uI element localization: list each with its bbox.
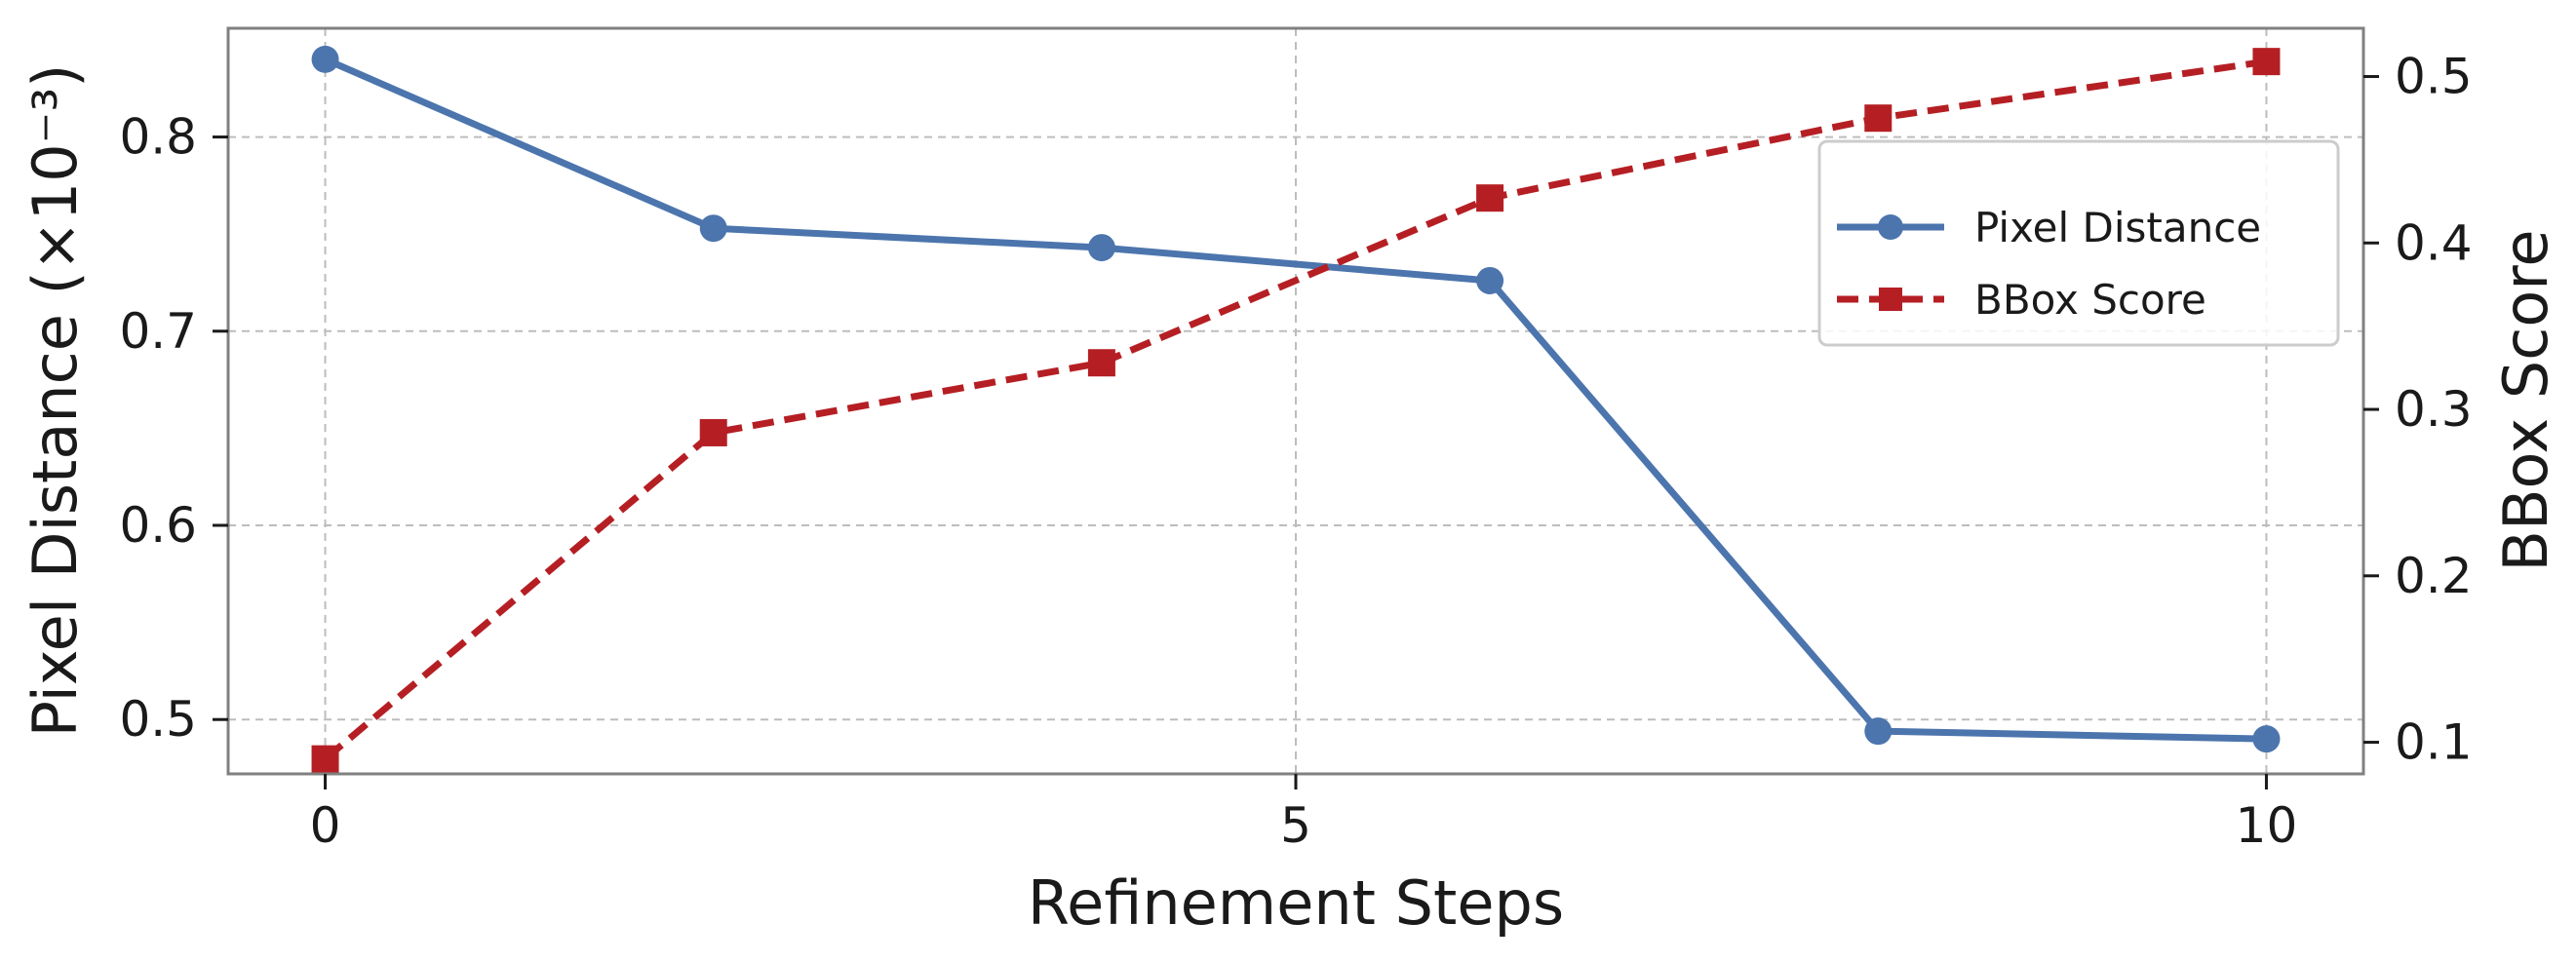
y-axis-left-title: Pixel Distance (×10⁻³) (20, 64, 91, 738)
series-pixel-distance-point (699, 214, 727, 243)
series-pixel-distance-point (1087, 234, 1115, 262)
legend-bbox-score-label: BBox Score (1974, 276, 2206, 324)
series-pixel-distance-point (1476, 266, 1504, 294)
y-right-tick-label: 0.2 (2395, 548, 2473, 604)
series-bbox-score-point (1476, 184, 1504, 212)
x-axis-title: Refinement Steps (1028, 867, 1564, 939)
y-right-tick-label: 0.5 (2395, 49, 2473, 105)
series-pixel-distance-point (311, 45, 339, 73)
x-tick-label: 0 (310, 797, 341, 854)
y-right-tick-label: 0.1 (2395, 714, 2473, 771)
y-left-tick-label: 0.7 (119, 303, 197, 360)
tick-layer: 0 5 10 0.5 0.6 0.7 0.8 0.1 0.2 0.3 0.4 0.5 (119, 49, 2472, 854)
series-bbox-score-point (699, 418, 727, 446)
legend-box (1817, 139, 2340, 347)
y-left-tick-label: 0.5 (119, 691, 197, 748)
series-layer (311, 45, 2281, 773)
x-tick-label: 10 (2236, 797, 2298, 854)
legend: Pixel Distance BBox Score (1817, 139, 2340, 347)
series-bbox-score-line (323, 58, 2267, 762)
series-bbox-score-point (311, 745, 339, 773)
series-bbox-score-point (1864, 104, 1893, 133)
legend-bbox-score-marker (1879, 288, 1902, 311)
series-pixel-distance-point (2252, 725, 2281, 753)
series-pixel-distance-point (1864, 717, 1893, 746)
x-tick-label: 5 (1280, 797, 1311, 854)
series-bbox-score-point (1087, 349, 1115, 377)
y-axis-right-title: BBox Score (2490, 229, 2561, 571)
y-right-tick-label: 0.4 (2395, 214, 2473, 271)
y-right-tick-label: 0.3 (2395, 381, 2473, 438)
series-pixel-distance-line (324, 56, 2267, 743)
y-left-tick-label: 0.6 (119, 497, 197, 554)
series-bbox-score-point (2252, 48, 2281, 76)
legend-pixel-distance-label: Pixel Distance (1974, 204, 2261, 251)
y-left-tick-label: 0.8 (119, 109, 197, 166)
legend-pixel-distance-marker (1878, 214, 1903, 240)
